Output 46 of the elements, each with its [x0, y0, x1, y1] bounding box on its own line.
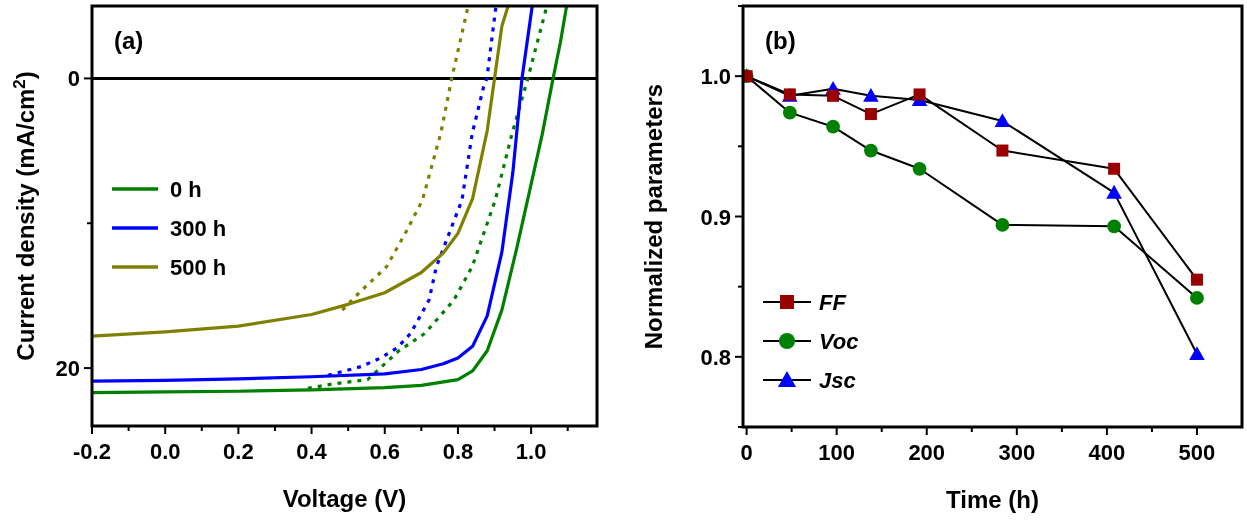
point	[1189, 346, 1205, 361]
legend-label: 0 h	[170, 177, 202, 202]
point	[826, 119, 840, 134]
point	[1108, 162, 1121, 175]
point	[912, 161, 927, 176]
point	[782, 105, 797, 120]
legend-label: Voc	[819, 329, 859, 354]
x-tick-label: 0	[740, 440, 753, 465]
point	[827, 89, 840, 102]
x-tick-label: 500	[1178, 440, 1216, 465]
x-tick-label: 0.0	[149, 439, 181, 464]
annotation: (a)	[114, 27, 144, 54]
x-tick-label: 400	[1088, 440, 1126, 465]
point	[1190, 290, 1204, 305]
point	[863, 88, 879, 102]
x-axis-title: Voltage (V)	[282, 485, 407, 512]
legend-label: 300 h	[170, 216, 227, 241]
legend-label: Jsc	[819, 368, 856, 393]
legend-label: 500 h	[170, 255, 227, 280]
x-tick-label: 0.2	[223, 439, 254, 464]
legend-label: FF	[819, 290, 847, 315]
point	[864, 143, 878, 158]
y-tick-label: 0.8	[700, 344, 731, 370]
x-tick-label: -0.2	[73, 439, 111, 464]
point	[996, 144, 1009, 157]
x-tick-label: 0.4	[296, 439, 328, 464]
line-series	[92, 6, 510, 338]
x-tick-label: 1.0	[515, 439, 547, 464]
y-axis-title: Normalized parameters	[640, 83, 667, 350]
y-tick-label: 1.0	[700, 64, 731, 90]
point	[1190, 273, 1203, 286]
x-tick-label: 100	[818, 440, 856, 465]
point	[1107, 219, 1121, 234]
x-tick-label: 200	[908, 440, 946, 465]
point	[913, 88, 926, 101]
point	[864, 108, 877, 121]
point	[994, 113, 1011, 128]
y-tick-label: 20	[55, 356, 80, 382]
x-tick-label: 300	[998, 440, 1036, 465]
y-tick-label: 0.9	[700, 204, 731, 230]
x-axis-title: Time (h)	[946, 486, 1039, 513]
annotation: (b)	[765, 27, 796, 54]
point	[995, 218, 1010, 232]
x-tick-label: 0.6	[369, 439, 401, 464]
x-tick-label: 0.8	[442, 439, 474, 464]
point	[1106, 184, 1122, 199]
